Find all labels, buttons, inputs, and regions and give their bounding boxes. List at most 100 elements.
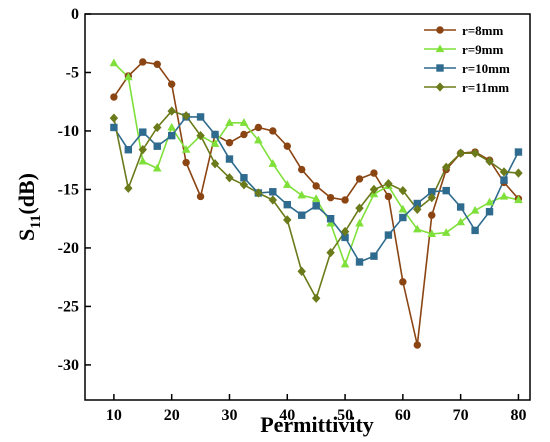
data-point [441,228,451,236]
data-point [413,341,422,349]
data-point [311,293,321,303]
data-point [514,195,523,204]
data-point [196,131,205,141]
legend-label: r=9mm [462,42,504,57]
y-tick-label: -15 [58,181,79,198]
legend-swatch-marker [436,64,444,72]
data-point [239,180,249,190]
data-point [152,163,162,172]
data-point [268,159,278,167]
x-tick-label: 30 [221,407,237,424]
data-point [413,204,422,214]
data-point [225,173,234,183]
series-markers [109,58,523,349]
data-point [485,197,494,206]
data-point [398,204,408,213]
data-point [370,169,378,177]
data-point [456,217,465,226]
y-axis-title-subscript: 11 [28,215,44,229]
data-point [485,156,494,167]
x-axis-title: Permittivity [260,412,374,437]
data-point [269,127,277,135]
data-point [355,203,364,213]
data-point [124,145,133,154]
data-point [340,259,350,268]
data-point [153,122,162,133]
data-point [124,72,133,81]
data-point [196,113,205,121]
data-point [384,192,393,201]
data-point [514,168,523,178]
data-point [412,224,422,233]
data-point [427,229,437,238]
y-axis-title-main: S [14,229,39,241]
data-point [225,138,234,147]
data-point [369,184,379,195]
data-point [211,130,219,139]
data-point [254,123,263,132]
data-point [370,252,378,260]
x-tick-label: 40 [279,407,295,424]
data-point [138,145,147,155]
y-tick-label: -20 [58,240,79,257]
data-point [109,113,119,123]
data-point [312,182,320,190]
data-point [167,106,176,116]
data-point [499,191,509,200]
data-point [269,188,277,196]
x-tick-label: 20 [164,407,180,424]
data-point [470,205,480,214]
data-point [109,58,119,67]
data-point [441,162,451,172]
data-point [456,203,465,211]
data-point [355,175,364,183]
data-point [182,158,190,167]
data-point [297,266,306,276]
data-point [124,183,133,193]
data-point [340,226,350,237]
data-point [167,80,176,88]
data-point [499,167,509,177]
data-point [282,180,292,188]
data-point [312,202,320,210]
data-point [210,139,220,147]
data-point [384,178,393,189]
data-point [456,148,465,158]
data-point [254,135,263,144]
y-tick-label: -10 [58,123,79,140]
data-point [355,218,364,227]
data-point [138,156,148,165]
y-tick-label: -25 [58,298,79,315]
data-point [326,193,335,202]
data-point [470,148,480,158]
legend-label: r=11mm [462,80,509,95]
y-tick-label: 0 [71,6,79,23]
data-point [139,58,147,66]
data-point [326,247,335,258]
data-point [427,192,436,203]
x-tick-label: 10 [106,407,122,424]
y-tick-label: -30 [58,357,79,374]
legend-swatch-marker [435,44,445,53]
data-point [298,165,306,174]
data-point [268,195,278,205]
data-point [225,118,234,126]
legend-swatch-marker [435,82,445,92]
axis-ticks: 10 20 30 40 50 60 70 80 0 -5 -10 -15 -20 -25 -30 [58,6,527,424]
data-point [167,122,176,131]
legend-swatch-marker [436,26,444,34]
data-point [283,142,291,150]
data-point [153,142,161,150]
x-tick-label: 60 [395,407,411,424]
data-point [110,123,118,132]
legend: r=8mm r=9mm r=10mm r=11mm [420,20,526,100]
data-point [283,200,291,209]
data-point [167,131,176,140]
data-point [326,218,335,227]
data-point [254,188,263,198]
y-axis-title: S11(dB) [14,173,44,241]
data-point [283,215,292,225]
data-point [326,214,335,223]
data-point [398,185,408,196]
